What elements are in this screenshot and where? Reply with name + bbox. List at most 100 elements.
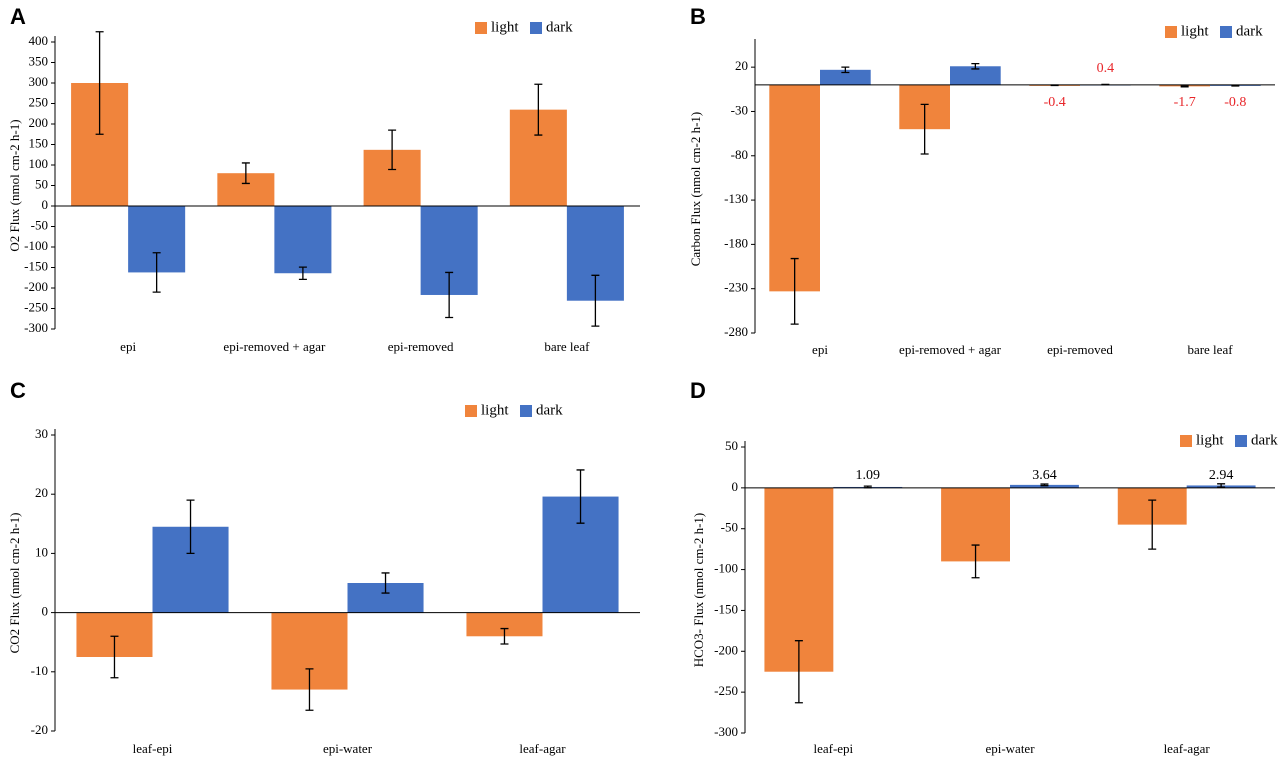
legend-swatch	[520, 405, 532, 417]
legend-swatch	[475, 22, 487, 34]
x-tick-label: leaf-epi	[813, 741, 853, 756]
y-tick-label: 20	[35, 485, 48, 500]
y-tick-label: 50	[35, 176, 48, 191]
y-tick-label: -230	[724, 280, 748, 295]
y-axis-label: CO2 Flux (nmol cm-2 h-1)	[7, 513, 22, 654]
bar	[1010, 484, 1079, 488]
x-tick-label: epi-removed	[1047, 342, 1113, 357]
bar	[950, 66, 1001, 85]
y-tick-label: 150	[29, 135, 49, 150]
error-bar	[591, 274, 600, 327]
bar	[769, 84, 820, 292]
legend-label: light	[491, 19, 519, 35]
x-tick-label: leaf-agar	[1164, 741, 1211, 756]
legend-label: dark	[546, 19, 573, 35]
x-tick-label: epi	[812, 342, 828, 357]
y-tick-label: -130	[724, 191, 748, 206]
error-bar	[95, 31, 104, 135]
error-bar	[186, 499, 195, 555]
legend-swatch	[1180, 435, 1192, 447]
value-label: -0.4	[1044, 95, 1066, 110]
y-tick-label: -280	[724, 324, 748, 339]
x-tick-label: leaf-agar	[519, 741, 566, 756]
x-tick-label: epi-water	[323, 741, 373, 756]
error-bar	[841, 66, 850, 74]
error-bar	[305, 668, 314, 711]
panel-label: D	[690, 378, 706, 403]
x-tick-label: bare leaf	[1187, 342, 1233, 357]
error-bar	[110, 635, 119, 679]
value-label: 1.09	[856, 468, 881, 483]
y-tick-label: 350	[29, 53, 49, 68]
legend-label: dark	[1236, 23, 1263, 39]
legend-label: dark	[536, 402, 563, 418]
y-tick-label: -20	[31, 722, 48, 737]
x-tick-label: epi	[120, 339, 136, 354]
y-tick-label: 100	[29, 156, 49, 171]
error-bar	[576, 469, 585, 524]
y-tick-label: -50	[721, 520, 738, 535]
y-tick-label: 0	[42, 604, 49, 619]
y-tick-label: -250	[24, 299, 48, 314]
x-tick-label: epi-water	[985, 741, 1035, 756]
legend-swatch	[1220, 26, 1232, 38]
error-bar	[500, 627, 509, 645]
y-tick-label: 0	[732, 479, 739, 494]
legend-swatch	[1235, 435, 1247, 447]
error-bar	[1040, 483, 1049, 487]
x-tick-label: bare leaf	[544, 339, 590, 354]
error-bar	[1217, 483, 1226, 488]
legend-label: light	[481, 402, 509, 418]
y-tick-label: -300	[24, 320, 48, 335]
value-label: 3.64	[1032, 468, 1057, 483]
error-bar	[445, 271, 454, 319]
error-bar	[971, 544, 980, 579]
error-bar	[388, 129, 397, 171]
panel-label: B	[690, 4, 706, 29]
y-axis-label: Carbon Flux (nmol cm-2 h-1)	[688, 112, 703, 267]
y-tick-label: -100	[714, 561, 738, 576]
y-tick-label: -150	[714, 601, 738, 616]
error-bar	[152, 252, 161, 293]
error-bar	[920, 103, 929, 155]
legend-swatch	[1165, 26, 1177, 38]
error-bar	[241, 162, 250, 185]
x-tick-label: epi-removed + agar	[223, 339, 326, 354]
y-tick-label: -80	[731, 147, 748, 162]
y-tick-label: 0	[42, 197, 49, 212]
y-tick-label: -50	[31, 217, 48, 232]
panel-label: A	[10, 4, 26, 29]
y-tick-label: -30	[731, 102, 748, 117]
error-bar	[534, 83, 543, 136]
legend-swatch	[465, 405, 477, 417]
value-label: -0.8	[1224, 95, 1246, 110]
y-axis-label: HCO3- Flux (nmol cm-2 h-1)	[691, 513, 706, 668]
error-bar	[790, 257, 799, 325]
y-tick-label: 250	[29, 94, 49, 109]
value-label: 0.4	[1097, 61, 1115, 76]
error-bar	[1180, 85, 1189, 88]
legend-label: dark	[1251, 432, 1278, 448]
y-tick-label: 20	[735, 58, 748, 73]
y-tick-label: 30	[35, 426, 48, 441]
y-tick-label: -100	[24, 238, 48, 253]
error-bar	[381, 572, 390, 594]
y-tick-label: 10	[35, 544, 48, 559]
y-tick-label: -300	[714, 724, 738, 739]
panel-label: C	[10, 378, 26, 403]
x-tick-label: epi-removed + agar	[899, 342, 1002, 357]
y-tick-label: -10	[31, 663, 48, 678]
y-tick-label: 300	[29, 74, 49, 89]
y-tick-label: -200	[24, 279, 48, 294]
bar	[820, 69, 871, 85]
value-label: 2.94	[1209, 468, 1234, 483]
error-bar	[1148, 499, 1157, 550]
y-tick-label: 50	[725, 438, 738, 453]
x-tick-label: leaf-epi	[133, 741, 173, 756]
y-tick-label: -180	[724, 235, 748, 250]
bar	[466, 612, 543, 637]
y-tick-label: -250	[714, 683, 738, 698]
y-tick-label: -200	[714, 642, 738, 657]
error-bar	[971, 62, 980, 70]
